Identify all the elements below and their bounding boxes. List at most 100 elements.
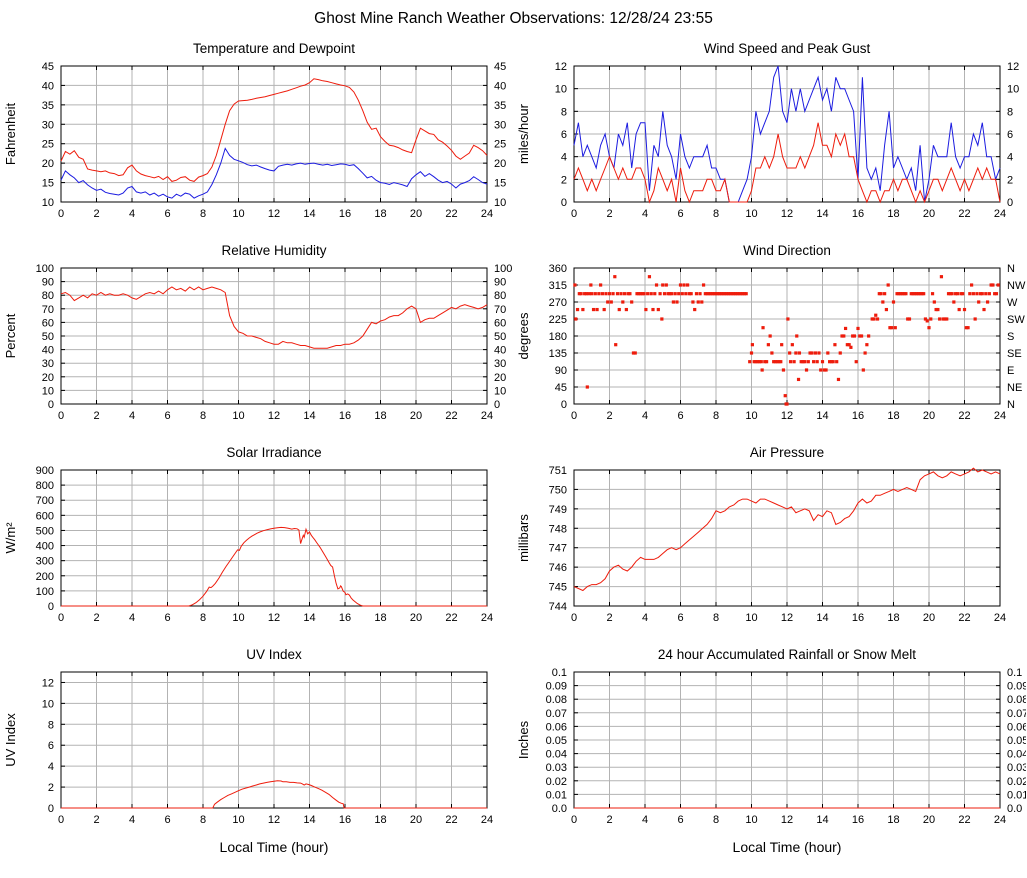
svg-text:0: 0 (58, 410, 64, 422)
svg-text:0: 0 (58, 612, 64, 624)
svg-text:20: 20 (923, 612, 935, 624)
svg-text:0: 0 (48, 803, 54, 815)
svg-text:0.1: 0.1 (552, 667, 567, 679)
svg-text:W: W (1007, 297, 1018, 309)
svg-text:2: 2 (93, 612, 99, 624)
svg-text:600: 600 (36, 510, 54, 522)
svg-text:4: 4 (642, 814, 648, 826)
svg-text:2: 2 (606, 612, 612, 624)
chart-air-pressure: Air Pressure 0 2 4 6 8 10 12 14 16 18 20 22 24 744 745 7… (513, 440, 1026, 642)
svg-text:24: 24 (481, 814, 493, 826)
svg-text:0.02: 0.02 (1007, 776, 1026, 788)
svg-text:8: 8 (200, 208, 206, 220)
svg-text:12: 12 (268, 208, 280, 220)
svg-text:6: 6 (48, 740, 54, 752)
svg-text:14: 14 (816, 208, 828, 220)
svg-text:S: S (1007, 331, 1014, 343)
svg-text:10: 10 (42, 698, 54, 710)
svg-text:W/m²: W/m² (3, 522, 18, 554)
svg-text:2: 2 (561, 174, 567, 186)
svg-text:0.08: 0.08 (1007, 694, 1026, 706)
svg-text:22: 22 (445, 208, 457, 220)
svg-text:degrees: degrees (516, 312, 531, 359)
svg-text:16: 16 (339, 410, 351, 422)
svg-text:270: 270 (549, 297, 567, 309)
svg-text:18: 18 (374, 814, 386, 826)
svg-text:45: 45 (494, 61, 506, 73)
chart-uv-index: UV Index 0 2 4 6 8 10 12 14 16 18 20 22 24 0 2 4 6 8 10 12 UV… (0, 642, 513, 872)
svg-text:20: 20 (494, 158, 506, 170)
svg-text:100: 100 (36, 586, 54, 598)
svg-text:24: 24 (481, 612, 493, 624)
svg-text:900: 900 (36, 465, 54, 477)
svg-text:4: 4 (129, 612, 135, 624)
svg-text:200: 200 (36, 571, 54, 583)
svg-text:12: 12 (42, 677, 54, 689)
svg-text:4: 4 (642, 612, 648, 624)
svg-text:300: 300 (36, 556, 54, 568)
svg-text:4: 4 (642, 208, 648, 220)
svg-text:18: 18 (887, 410, 899, 422)
svg-text:15: 15 (42, 178, 54, 190)
svg-text:Temperature and Dewpoint: Temperature and Dewpoint (193, 41, 355, 56)
chart-grid: Temperature and Dewpoint 0 2 4 6 8 10 12 14 16 18 2… (0, 36, 1027, 872)
svg-text:400: 400 (36, 541, 54, 553)
chart-canvas-rainfall: 24 hour Accumulated Rainfall or Snow Mel… (516, 647, 1026, 855)
svg-text:6: 6 (677, 208, 683, 220)
svg-text:60: 60 (494, 317, 506, 329)
svg-text:4: 4 (129, 410, 135, 422)
svg-text:8: 8 (200, 814, 206, 826)
svg-text:22: 22 (445, 612, 457, 624)
svg-text:0.03: 0.03 (546, 762, 567, 774)
svg-text:UV Index: UV Index (246, 647, 302, 662)
svg-text:40: 40 (494, 80, 506, 92)
svg-text:0: 0 (571, 410, 577, 422)
svg-text:NW: NW (1007, 280, 1026, 292)
svg-text:10: 10 (232, 814, 244, 826)
svg-text:10: 10 (42, 385, 54, 397)
svg-text:16: 16 (852, 208, 864, 220)
svg-text:750: 750 (549, 484, 567, 496)
svg-text:100: 100 (36, 263, 54, 275)
svg-text:Inches: Inches (516, 720, 531, 759)
svg-text:16: 16 (339, 208, 351, 220)
svg-text:6: 6 (164, 612, 170, 624)
svg-text:0.07: 0.07 (1007, 708, 1026, 720)
svg-text:18: 18 (887, 612, 899, 624)
svg-text:0.08: 0.08 (546, 694, 567, 706)
svg-text:90: 90 (555, 365, 567, 377)
svg-text:12: 12 (781, 612, 793, 624)
svg-text:20: 20 (410, 208, 422, 220)
svg-text:20: 20 (42, 158, 54, 170)
svg-text:22: 22 (958, 410, 970, 422)
svg-text:10: 10 (42, 197, 54, 209)
svg-text:751: 751 (549, 465, 567, 477)
svg-text:4: 4 (1007, 152, 1013, 164)
svg-text:135: 135 (549, 348, 567, 360)
svg-text:Local Time (hour): Local Time (hour) (733, 839, 842, 855)
svg-text:20: 20 (923, 410, 935, 422)
svg-text:4: 4 (642, 410, 648, 422)
svg-text:6: 6 (561, 129, 567, 141)
svg-text:24: 24 (994, 410, 1006, 422)
svg-text:10: 10 (232, 612, 244, 624)
svg-text:90: 90 (42, 277, 54, 289)
svg-text:25: 25 (494, 139, 506, 151)
svg-text:35: 35 (42, 100, 54, 112)
svg-text:12: 12 (268, 410, 280, 422)
svg-text:0: 0 (58, 208, 64, 220)
svg-text:20: 20 (42, 372, 54, 384)
svg-text:10: 10 (745, 612, 757, 624)
svg-text:24: 24 (994, 612, 1006, 624)
svg-text:18: 18 (374, 612, 386, 624)
svg-text:6: 6 (1007, 129, 1013, 141)
svg-text:50: 50 (42, 331, 54, 343)
svg-text:SW: SW (1007, 314, 1025, 326)
svg-text:N: N (1007, 263, 1015, 275)
svg-text:0.05: 0.05 (546, 735, 567, 747)
svg-text:20: 20 (923, 814, 935, 826)
svg-text:0.01: 0.01 (1007, 789, 1026, 801)
svg-text:45: 45 (555, 382, 567, 394)
svg-text:0: 0 (48, 601, 54, 613)
